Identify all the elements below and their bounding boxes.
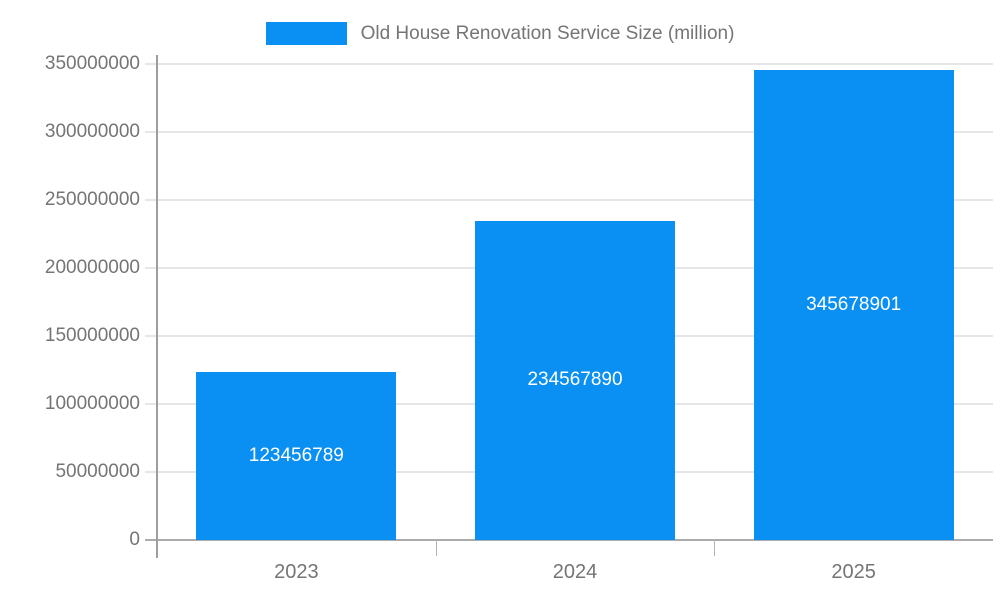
bar-2023[interactable] — [196, 372, 397, 540]
legend-swatch[interactable] — [265, 21, 347, 45]
bar-value-label: 234567890 — [527, 369, 623, 391]
gridline — [145, 131, 993, 133]
gridline — [145, 539, 993, 541]
x-axis-tick-label: 2024 — [552, 561, 598, 583]
legend-label[interactable]: Old House Renovation Service Size (milli… — [360, 22, 735, 44]
x-axis-boundary-tick — [714, 540, 716, 556]
x-axis-boundary-tick — [435, 540, 437, 556]
y-axis-tick-label: 150000000 — [44, 325, 140, 346]
y-axis-tick-label: 350000000 — [44, 53, 140, 74]
y-axis-tick-label: 0 — [129, 529, 140, 550]
y-axis-tick-label: 100000000 — [44, 393, 140, 414]
bar-2024[interactable] — [475, 220, 675, 540]
bar-value-label: 345678901 — [806, 293, 902, 315]
x-axis-tick-label: 2025 — [831, 561, 876, 583]
y-axis-line — [156, 55, 158, 558]
y-axis-tick-label: 300000000 — [44, 121, 140, 142]
bar-2025[interactable] — [753, 69, 954, 540]
x-axis-tick-label: 2023 — [274, 561, 319, 583]
chart-legend: Old House Renovation Service Size (milli… — [0, 20, 1000, 46]
y-axis-tick-label: 250000000 — [44, 189, 140, 210]
gridline — [145, 63, 993, 65]
y-axis-tick-label: 50000000 — [55, 461, 140, 482]
gridline — [145, 199, 993, 201]
bar-value-label: 123456789 — [248, 445, 344, 467]
y-axis-tick-label: 200000000 — [44, 257, 140, 278]
